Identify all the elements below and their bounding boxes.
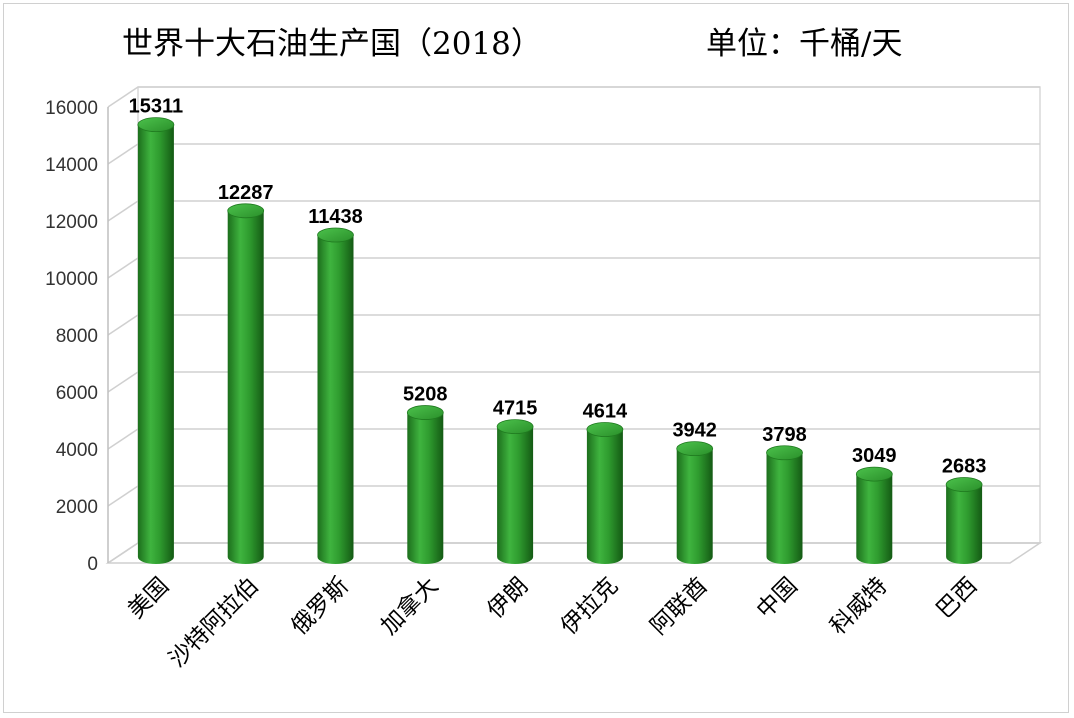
data-label: 5208 (403, 384, 448, 406)
bar (137, 117, 175, 565)
chart-title: 世界十大石油生产国（2018） (122, 26, 542, 62)
x-category-label: 科威特 (825, 573, 892, 640)
bar (317, 227, 354, 565)
bar (586, 422, 624, 565)
chart-frame (3, 3, 1069, 713)
y-tick-label: 0 (87, 554, 98, 575)
x-category-label: 俄罗斯 (287, 573, 354, 640)
bar (855, 466, 893, 565)
y-tick-label: 2000 (56, 497, 98, 518)
x-category-label: 沙特阿拉伯 (164, 573, 264, 673)
data-label: 15311 (129, 96, 184, 118)
data-label: 3049 (852, 445, 897, 467)
y-tick-label: 14000 (45, 155, 98, 176)
y-tick-label: 4000 (56, 440, 98, 461)
chart-unit: 单位：千桶/天 (706, 26, 903, 62)
x-category-label: 美国 (123, 573, 174, 624)
x-category-label: 阿联酋 (646, 573, 713, 640)
x-category-label: 伊拉克 (556, 573, 623, 640)
bar (496, 419, 534, 564)
bars: 15311 12287 11438 5208 4715 4614 3942 3798 3049 2… (129, 96, 987, 565)
y-tick-label: 6000 (56, 383, 98, 404)
bar (676, 441, 714, 565)
bar (766, 445, 803, 565)
y-tick-label: 12000 (45, 212, 98, 233)
bar (945, 477, 983, 565)
data-label: 12287 (218, 182, 274, 204)
x-category-label: 中国 (752, 573, 803, 624)
x-category-label: 加拿大 (376, 572, 444, 640)
y-tick-label: 10000 (45, 269, 98, 290)
bar (406, 405, 444, 565)
data-label: 4614 (583, 401, 628, 423)
x-category-label: 巴西 (931, 573, 982, 624)
bar (227, 203, 265, 564)
data-label: 11438 (308, 206, 363, 228)
y-tick-label: 8000 (56, 326, 98, 347)
data-label: 3798 (762, 424, 807, 446)
data-label: 2683 (942, 456, 987, 478)
data-label: 3942 (672, 420, 717, 442)
data-label: 4715 (493, 398, 538, 420)
x-category-label: 伊朗 (482, 573, 533, 624)
y-axis-ticks: 0 2000 4000 6000 8000 10000 12000 14000 16000 (45, 98, 98, 575)
y-tick-label: 16000 (45, 98, 98, 119)
